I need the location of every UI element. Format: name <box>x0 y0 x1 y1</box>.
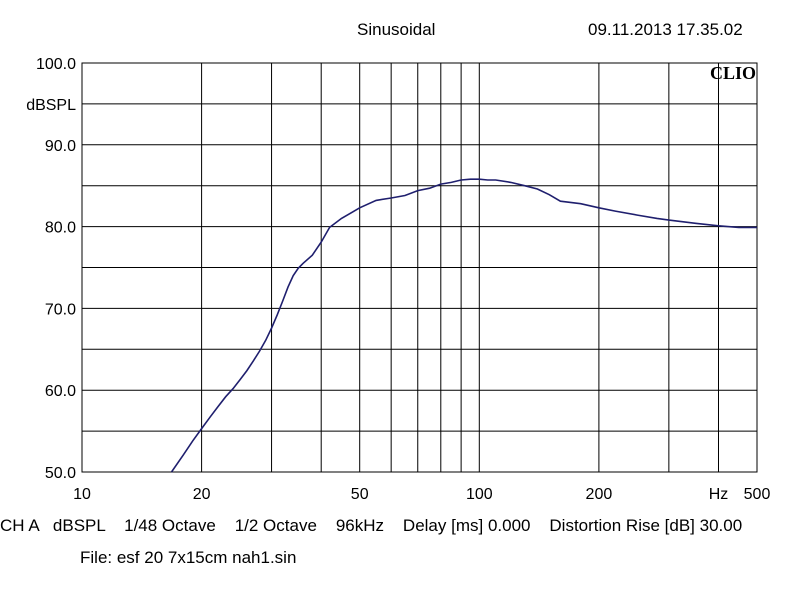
plot-frame <box>81 62 758 473</box>
resolution-label: 1/2 Octave <box>234 516 317 535</box>
y-tick-labels: 50.0 60.0 70.0 80.0 90.0 100.0 <box>36 56 76 482</box>
grid-lines <box>82 63 757 472</box>
y-axis-label: dBSPL <box>26 97 76 114</box>
y-tick-label: 100.0 <box>36 56 76 73</box>
y-tick-label: 70.0 <box>45 301 76 318</box>
sample-rate-label: 96kHz <box>335 516 385 535</box>
smoothing-label: 1/48 Octave <box>124 516 216 535</box>
x-tick-label: 50 <box>351 486 369 503</box>
clio-logo: CLIO <box>710 63 756 83</box>
unit-label: dBSPL <box>52 516 106 535</box>
distortion-label: Distortion Rise [dB] 30.00 <box>549 516 743 535</box>
x-tick-label: 500 <box>744 486 771 503</box>
x-tick-labels: 10 20 50 100 200 500 <box>73 486 770 503</box>
y-tick-label: 80.0 <box>45 220 76 237</box>
y-tick-label: 60.0 <box>45 383 76 400</box>
x-tick-label: 200 <box>586 486 613 503</box>
y-tick-label: 90.0 <box>45 138 76 155</box>
x-axis-label: Hz <box>709 486 729 503</box>
x-tick-label: 20 <box>193 486 211 503</box>
response-curve <box>170 178 757 473</box>
measurement-mode-label: Sinusoidal <box>357 20 436 39</box>
channel-label: CH A <box>0 516 39 535</box>
file-name-label: File: esf 20 7x15cm nah1.sin <box>80 548 297 567</box>
status-line: CH A dBSPL 1/48 Octave 1/2 Octave 96kHz … <box>0 516 742 536</box>
x-tick-label: 10 <box>73 486 91 503</box>
delay-label: Delay [ms] 0.000 <box>402 516 531 535</box>
x-tick-label: 100 <box>466 486 493 503</box>
measurement-timestamp: 09.11.2013 17.35.02 <box>588 20 743 39</box>
y-tick-label: 50.0 <box>45 465 76 482</box>
